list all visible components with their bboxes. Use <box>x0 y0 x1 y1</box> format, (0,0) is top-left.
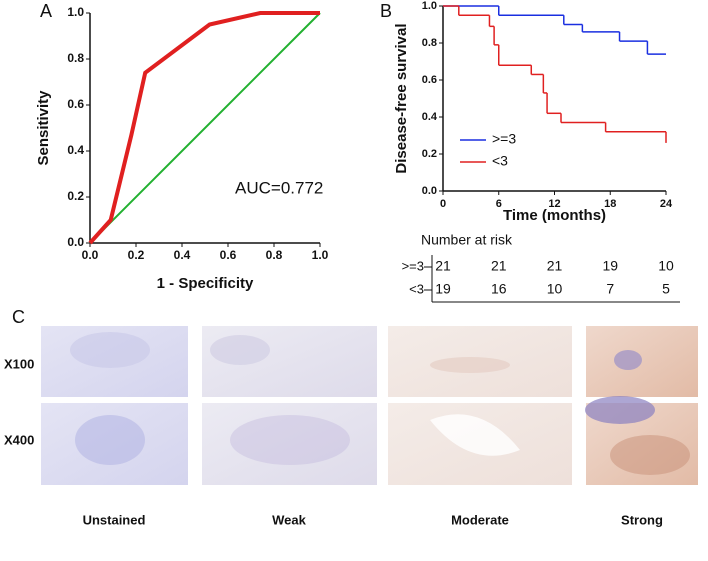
risk-table-title: Number at risk <box>421 232 513 248</box>
roc-line <box>89 12 321 244</box>
x-tick-label: 12 <box>548 198 560 210</box>
x-tick-label: 0.0 <box>82 248 99 262</box>
x-tick-label: 24 <box>660 198 673 210</box>
risk-count: 16 <box>491 281 507 297</box>
y-axis-label: Disease-free survival <box>393 23 410 173</box>
panel-label: C <box>12 307 25 327</box>
y-tick-label: 0.8 <box>67 51 84 65</box>
risk-count: 21 <box>547 258 563 274</box>
y-tick-label: 0.2 <box>67 189 84 203</box>
x-axis-label: Time (months) <box>503 207 606 224</box>
y-tick-label: 0.0 <box>422 185 437 197</box>
column-label: Weak <box>272 512 306 527</box>
risk-count: 19 <box>602 258 618 274</box>
x-tick-label: 1.0 <box>312 248 329 262</box>
x-tick-label: 0.8 <box>266 248 283 262</box>
y-tick-label: 0.6 <box>67 97 84 111</box>
row-label: X100 <box>4 356 34 371</box>
risk-count: 10 <box>658 258 674 274</box>
risk-count: 21 <box>435 258 451 274</box>
risk-row-label: >=3 <box>402 258 424 273</box>
y-tick-label: 0.8 <box>422 37 437 49</box>
x-tick-label: 0.2 <box>128 248 145 262</box>
legend-label: <3 <box>492 153 508 169</box>
risk-count: 19 <box>435 281 451 297</box>
y-tick-label: 1.0 <box>422 0 437 12</box>
x-tick-label: 0.6 <box>220 248 237 262</box>
y-axis-label: Sensitivity <box>35 90 52 166</box>
risk-count: 7 <box>606 281 614 297</box>
x-tick-label: 6 <box>496 198 502 210</box>
risk-count: 5 <box>662 281 670 297</box>
risk-count: 21 <box>491 258 507 274</box>
panel-label: A <box>40 1 52 21</box>
x-tick-label: 0.4 <box>174 248 191 262</box>
risk-row-label: <3 <box>409 281 424 296</box>
roc-line <box>88 11 320 245</box>
panel-label: B <box>380 1 392 21</box>
legend-label: >=3 <box>492 131 516 147</box>
risk-count: 10 <box>547 281 563 297</box>
y-tick-label: 0.4 <box>422 111 438 123</box>
row-label: X400 <box>4 432 34 447</box>
x-tick-label: 0 <box>440 198 446 210</box>
column-label: Unstained <box>83 512 146 527</box>
column-label: Strong <box>621 512 663 527</box>
x-axis-label: 1 - Specificity <box>157 275 254 292</box>
annotation: AUC=0.772 <box>235 178 323 197</box>
y-tick-label: 1.0 <box>67 5 84 19</box>
x-tick-label: 18 <box>604 198 616 210</box>
panel-c-images <box>41 326 698 485</box>
y-tick-label: 0.2 <box>422 148 437 160</box>
y-tick-label: 0.0 <box>67 235 84 249</box>
y-tick-label: 0.4 <box>67 143 84 157</box>
y-tick-label: 0.6 <box>422 74 437 86</box>
column-label: Moderate <box>451 512 509 527</box>
